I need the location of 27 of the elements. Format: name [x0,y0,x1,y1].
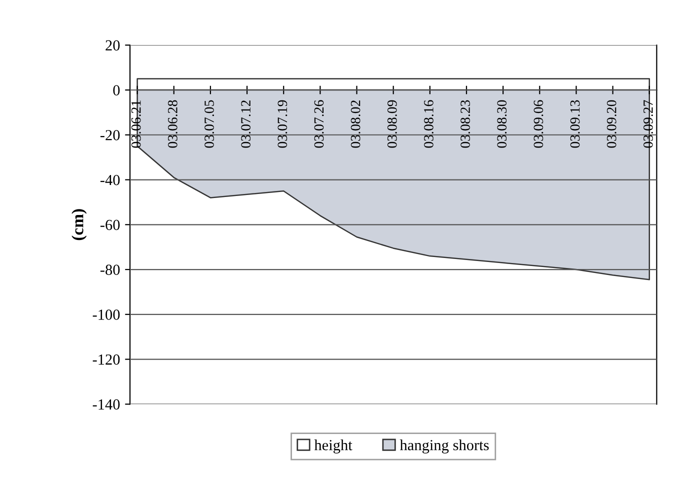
x-tick-label: 03.09.06 [534,100,544,148]
x-tick-label: 03.09.27 [643,100,653,148]
x-tick-label: 03.09.13 [570,100,580,148]
x-tick-label: 03.07.26 [314,100,324,148]
y-tick-label: -80 [100,264,120,275]
y-tick-label: -60 [100,220,120,230]
y-tick-label: -20 [100,130,120,140]
x-tick-label: 03.08.02 [350,100,360,148]
x-tick-label: 03.09.20 [606,100,616,148]
legend-label: hanging shorts [400,440,489,454]
x-tick-label: 03.08.23 [460,100,470,148]
y-tick-label: -120 [92,354,120,365]
x-tick-label: 03.08.09 [387,100,397,148]
x-tick-label: 03.06.21 [131,100,141,148]
x-tick-label: 03.08.30 [497,100,507,148]
legend-label: height [314,440,352,454]
x-tick-label: 03.07.19 [278,100,288,148]
y-tick-label: -40 [100,174,120,186]
y-tick-label: -100 [92,310,120,320]
y-tick-label: 0 [113,85,120,96]
x-tick-label: 03.06.28 [168,100,178,148]
x-tick-label: 03.08.16 [424,100,434,148]
x-tick-label: 03.07.05 [204,100,214,148]
y-tick-label: -140 [92,399,120,410]
y-axis-title: (cm) [72,209,87,240]
x-tick-label: 03.07.12 [241,100,251,148]
y-tick-label: 20 [106,40,120,51]
